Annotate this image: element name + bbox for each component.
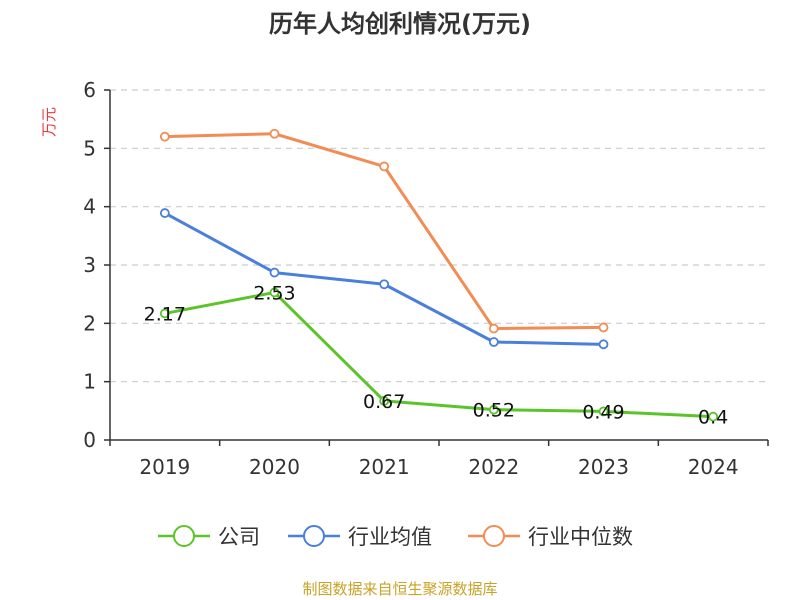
data-point [269, 128, 280, 139]
data-point [379, 279, 390, 290]
data-point [488, 337, 499, 347]
data-label: 0.49 [582, 401, 624, 423]
data-point [159, 208, 170, 218]
series-line [164, 211, 604, 346]
data-label-layer: 2.17 2.53 0.67 0.52 0.49 0.4 [144, 282, 729, 428]
x-tick-label: 2021 [359, 455, 410, 479]
x-tick-label: 2019 [139, 455, 190, 479]
data-point [159, 131, 170, 142]
data-label: 2.17 [144, 303, 186, 325]
data-point [488, 323, 499, 334]
legend-item-label: 公司 [218, 525, 260, 549]
series-layer [159, 128, 719, 422]
series-line [164, 290, 714, 419]
y-tick-label: 1 [83, 370, 96, 394]
data-point [488, 404, 499, 415]
axis-layer: 0 1 2 3 4 5 6 2019 2020 2021 2022 2023 2024 [83, 78, 769, 479]
legend: 公司 行业均值 行业中位数 [158, 525, 633, 549]
data-label: 0.52 [473, 400, 515, 422]
data-label: 2.53 [253, 282, 295, 304]
data-point [159, 308, 170, 319]
legend-marker [483, 525, 505, 547]
y-tick-label: 0 [83, 428, 96, 452]
y-tick-label: 2 [83, 311, 96, 335]
legend-item-label: 行业均值 [348, 525, 432, 549]
data-point [379, 161, 390, 172]
chart-title: 历年人均创利情况(万元) [269, 10, 531, 38]
x-tick-label: 2024 [688, 455, 739, 479]
data-point [269, 267, 280, 278]
x-tick-label: 2020 [249, 455, 300, 479]
x-tick-label: 2022 [468, 455, 519, 479]
data-label: 0.4 [698, 407, 728, 429]
data-label: 0.67 [363, 391, 405, 413]
y-axis-label: 万元 [40, 107, 58, 137]
y-tick-label: 3 [83, 253, 96, 277]
data-point [598, 406, 609, 417]
y-tick-label: 5 [83, 136, 96, 160]
data-point [708, 411, 719, 422]
y-tick-label: 4 [83, 195, 96, 219]
legend-marker [173, 525, 195, 547]
x-tick-label: 2023 [578, 455, 629, 479]
data-point [598, 339, 609, 350]
source-note: 制图数据来自恒生聚源数据库 [302, 580, 497, 598]
data-point [379, 396, 390, 406]
y-tick-label: 6 [83, 78, 96, 102]
legend-marker [303, 525, 325, 547]
data-point [598, 322, 609, 333]
data-point [269, 287, 280, 298]
legend-item-label: 行业中位数 [528, 525, 633, 549]
